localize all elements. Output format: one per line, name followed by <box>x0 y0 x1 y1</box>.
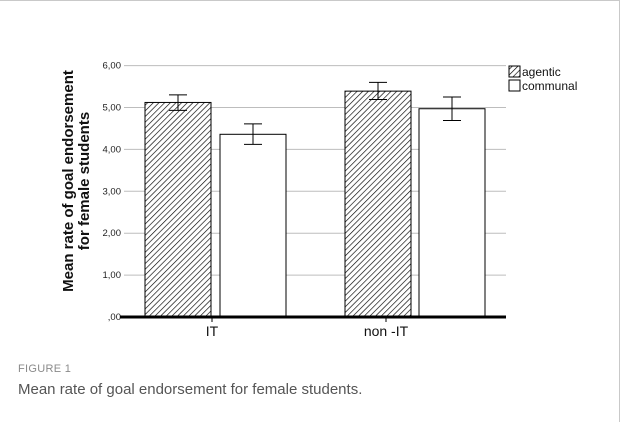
bar-communal-1 <box>418 108 486 318</box>
y-tick-label: ,00 <box>108 312 121 323</box>
x-category-label: non -IT <box>364 323 409 339</box>
error-bar-agentic-1 <box>369 81 387 101</box>
bar-communal-0 <box>219 133 287 318</box>
error-bar-communal-0 <box>244 123 262 145</box>
legend-swatch-communal <box>508 79 521 92</box>
error-bar-agentic-0 <box>169 94 187 111</box>
y-axis-title: Mean rate of goal endorsement for female… <box>60 70 93 292</box>
y-tick-label: 6,00 <box>103 61 122 72</box>
error-bar-communal-1 <box>443 96 461 121</box>
y-axis-ticks: ,00 1,00 2,00 3,00 4,00 5,00 6,00 <box>103 61 122 323</box>
bars <box>144 90 486 318</box>
y-tick-label: 2,00 <box>103 228 122 239</box>
y-axis-title-line1: Mean rate of goal endorsement <box>60 70 77 292</box>
bar-chart: ,00 1,00 2,00 3,00 4,00 5,00 6,00 IT non -IT ag… <box>60 61 577 339</box>
bar-agentic-1 <box>344 90 412 318</box>
figure-label: FIGURE 1 <box>18 363 72 375</box>
y-axis-title-line2: for female students <box>76 112 93 250</box>
legend-label-agentic: agentic <box>522 65 561 79</box>
x-category-label: IT <box>206 323 219 339</box>
y-tick-label: 1,00 <box>103 270 122 281</box>
y-tick-label: 5,00 <box>103 102 122 113</box>
legend: agentic communal <box>508 65 577 93</box>
legend-swatch-agentic <box>508 65 521 78</box>
bar-agentic-0 <box>144 101 212 318</box>
y-tick-label: 3,00 <box>103 186 122 197</box>
error-bars <box>169 81 461 145</box>
figure-caption: Mean rate of goal endorsement for female… <box>18 381 363 398</box>
legend-label-communal: communal <box>522 79 577 93</box>
x-axis: IT non -IT <box>120 315 506 339</box>
y-tick-label: 4,00 <box>103 144 122 155</box>
